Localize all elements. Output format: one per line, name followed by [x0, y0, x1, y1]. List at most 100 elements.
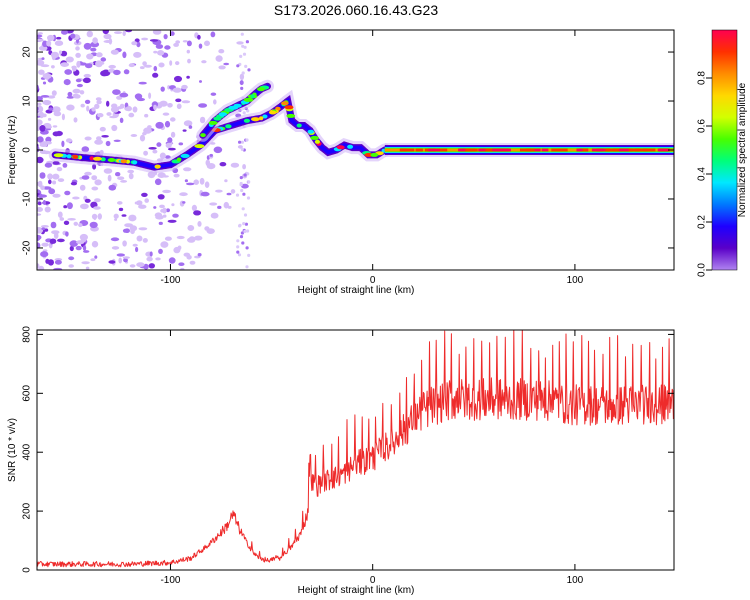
spectrogram-noise-blob [42, 113, 47, 118]
spectrogram-noise-blob [103, 168, 113, 174]
spectrogram-noise-blob [142, 61, 147, 66]
spectrogram-noise-blob [177, 245, 182, 251]
colorbar-tick-label: 0.2 [697, 215, 708, 229]
spectrogram-noise-blob [209, 153, 213, 157]
spectrogram-noise-blob [153, 206, 157, 209]
spectrogram-noise-blob [109, 115, 118, 119]
spectrogram-noise-blob [201, 60, 207, 64]
spectrogram-noise-blob [148, 147, 157, 150]
spectrogram-noise-blob [187, 237, 196, 243]
spectrogram-noise-blob [90, 47, 97, 52]
spectrogram-noise-blob [100, 70, 109, 77]
spectrogram-noise-blob [59, 217, 65, 221]
spectrogram-noise-blob [48, 179, 52, 185]
spectrogram-noise-blob [182, 201, 186, 204]
spectrogram-noise-blob [52, 131, 60, 137]
spectrogram-noise-blob [128, 63, 135, 68]
spectrogram-noise-blob [58, 50, 63, 55]
spectrogram-noise-blob [155, 121, 164, 129]
spectrogram-noise-blob [37, 34, 43, 38]
spectrogram-noise-blob [108, 184, 117, 191]
spectrogram-noise-blob [199, 116, 206, 124]
spectrogram-noise-blob [37, 102, 42, 106]
spectrogram-streak-blob [239, 183, 243, 187]
spectrogram-noise-blob [91, 222, 96, 227]
spectrogram-noise-blob [167, 103, 173, 108]
spectrogram-noise-blob [226, 192, 232, 196]
ridge-main-blob [347, 144, 354, 149]
spectrogram-streak-blob [243, 213, 248, 217]
ridge-flat-peak [439, 148, 448, 152]
spectrogram-noise-blob [182, 129, 187, 132]
spectrogram-streak-blob [242, 222, 246, 226]
spectrogram-noise-blob [206, 228, 215, 235]
spectrogram-noise-blob [158, 221, 163, 225]
spectrogram-noise-blob [57, 178, 65, 183]
spectrogram-noise-blob [47, 117, 52, 121]
spectrogram-noise-blob [242, 164, 247, 170]
spectrogram-noise-blob [78, 223, 83, 228]
spectrogram-noise-blob [92, 37, 98, 44]
spectrogram-noise-blob [157, 172, 166, 178]
ridge-flat-peak [519, 148, 535, 152]
spectrogram-noise-blob [42, 73, 52, 80]
spectrogram-streak-blob [246, 229, 250, 233]
spectrogram-noise-blob [69, 245, 74, 252]
spectrogram-noise-blob [169, 31, 175, 36]
ridge-main-blob [259, 116, 264, 121]
spectrogram-noise-blob [122, 240, 127, 247]
spectrogram-noise-blob [103, 33, 112, 40]
spectrogram-noise-blob [81, 261, 90, 265]
spectrogram-noise-blob [57, 211, 63, 218]
spectrogram-noise-blob [172, 213, 179, 218]
spectrogram-noise-blob [54, 259, 62, 265]
spectrogram-noise-blob [118, 207, 124, 212]
spectrogram-noise-blob [73, 221, 79, 226]
spectrogram-noise-blob [75, 78, 82, 83]
spectrogram-noise-blob [162, 112, 170, 116]
spectrogram-noise-blob [239, 73, 245, 81]
spectrogram-noise-blob [95, 60, 103, 68]
colorbar-tick-label: 0.0 [697, 263, 708, 277]
spectrogram-noise-blob [100, 57, 107, 62]
spectrogram-noise-blob [159, 204, 165, 209]
ridge-main-blob [281, 101, 289, 106]
spectrogram-noise-blob [136, 235, 143, 242]
spectrogram-noise-blob [181, 84, 188, 90]
spectrogram-noise-blob [37, 119, 43, 126]
spectrogram-noise-blob [141, 37, 149, 41]
spectrogram-noise-blob [122, 256, 130, 259]
spectrogram-noise-blob [144, 198, 149, 203]
spectrogram-noise-blob [116, 106, 123, 110]
spectrogram-streak-blob [241, 44, 245, 48]
ridge-main-blob [370, 152, 379, 157]
spectrogram-noise-blob [61, 140, 65, 147]
spectrogram-noise-blob [52, 180, 57, 185]
spectrogram-noise-blob [54, 258, 63, 261]
spectrogram-noise-blob [71, 65, 77, 72]
ridge-flat-peak [643, 148, 648, 152]
spectrogram-noise-blob [61, 113, 65, 121]
ridge-main-blob [72, 154, 79, 159]
spectrogram-noise-blob [96, 100, 102, 105]
spectrogram-streak-blob [245, 265, 249, 269]
spectrogram-noise-blob [86, 53, 94, 60]
spectrogram-noise-blob [67, 91, 73, 97]
spectrogram-noise-blob [81, 146, 90, 153]
spectrogram-noise-blob [155, 257, 161, 261]
spectrogram-noise-blob [115, 172, 121, 177]
ridge-main-blob [310, 135, 319, 140]
spectrogram-noise-blob [102, 30, 109, 35]
spectrogram-noise-blob [41, 57, 45, 60]
spectrogram-noise-blob [117, 176, 125, 180]
spectrogram-noise-blob [44, 206, 51, 213]
spectrogram-noise-blob [175, 98, 182, 103]
spectrogram-noise-blob [117, 201, 123, 205]
spectrogram-noise-blob [152, 149, 158, 154]
spectrogram-noise-blob [66, 104, 75, 111]
spectrogram-streak-blob [246, 109, 250, 113]
spectrogram-noise-blob [164, 236, 172, 241]
spectrogram-noise-blob [120, 180, 128, 183]
spectrogram-noise-blob [38, 194, 47, 198]
spectrogram-noise-blob [37, 180, 43, 188]
